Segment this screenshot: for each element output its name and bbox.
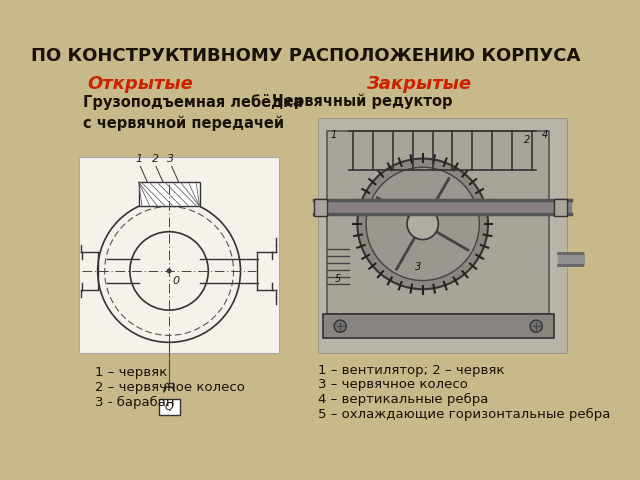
Text: 1 – червяк: 1 – червяк <box>95 366 167 379</box>
Text: ПО КОНСТРУКТИВНОМУ РАСПОЛОЖЕНИЮ КОРПУСА: ПО КОНСТРУКТИВНОМУ РАСПОЛОЖЕНИЮ КОРПУСА <box>31 47 580 65</box>
Text: 4: 4 <box>541 131 548 141</box>
Text: 1 – вентилятор; 2 – червяк: 1 – вентилятор; 2 – червяк <box>319 364 505 377</box>
Bar <box>314 199 327 216</box>
Text: 5: 5 <box>335 274 340 284</box>
Text: Открытые: Открытые <box>87 74 193 93</box>
Text: 0: 0 <box>173 276 180 287</box>
Text: Q: Q <box>164 402 173 412</box>
Bar <box>319 118 566 353</box>
Circle shape <box>167 269 171 273</box>
Text: 1: 1 <box>136 154 143 164</box>
Circle shape <box>530 320 542 332</box>
Bar <box>159 399 180 415</box>
Bar <box>327 131 549 314</box>
Bar <box>323 314 554 338</box>
Bar <box>139 182 200 206</box>
Text: Грузоподъемная лебёдка
с червячной передачей: Грузоподъемная лебёдка с червячной перед… <box>83 94 303 132</box>
Circle shape <box>357 158 488 289</box>
Text: 2: 2 <box>152 154 159 164</box>
Text: 2 – червячное колесо: 2 – червячное колесо <box>95 381 244 394</box>
Text: 5 – охлаждающие горизонтальные ребра: 5 – охлаждающие горизонтальные ребра <box>319 408 611 421</box>
Circle shape <box>334 320 346 332</box>
Circle shape <box>366 167 479 280</box>
Text: 2: 2 <box>524 135 531 145</box>
Text: 3 - барабан: 3 - барабан <box>95 396 174 409</box>
Text: Червячный редуктор: Червячный редуктор <box>272 94 452 109</box>
Text: 4 – вертикальные ребра: 4 – вертикальные ребра <box>319 393 489 407</box>
Bar <box>139 182 200 206</box>
Text: 3 – червячное колесо: 3 – червячное колесо <box>319 378 468 392</box>
Text: 1: 1 <box>331 131 337 141</box>
Text: 3: 3 <box>167 154 174 164</box>
Bar <box>79 157 279 353</box>
Text: 3: 3 <box>415 263 422 273</box>
Bar <box>554 199 566 216</box>
Circle shape <box>407 208 438 240</box>
Text: Закрытые: Закрытые <box>366 74 471 93</box>
